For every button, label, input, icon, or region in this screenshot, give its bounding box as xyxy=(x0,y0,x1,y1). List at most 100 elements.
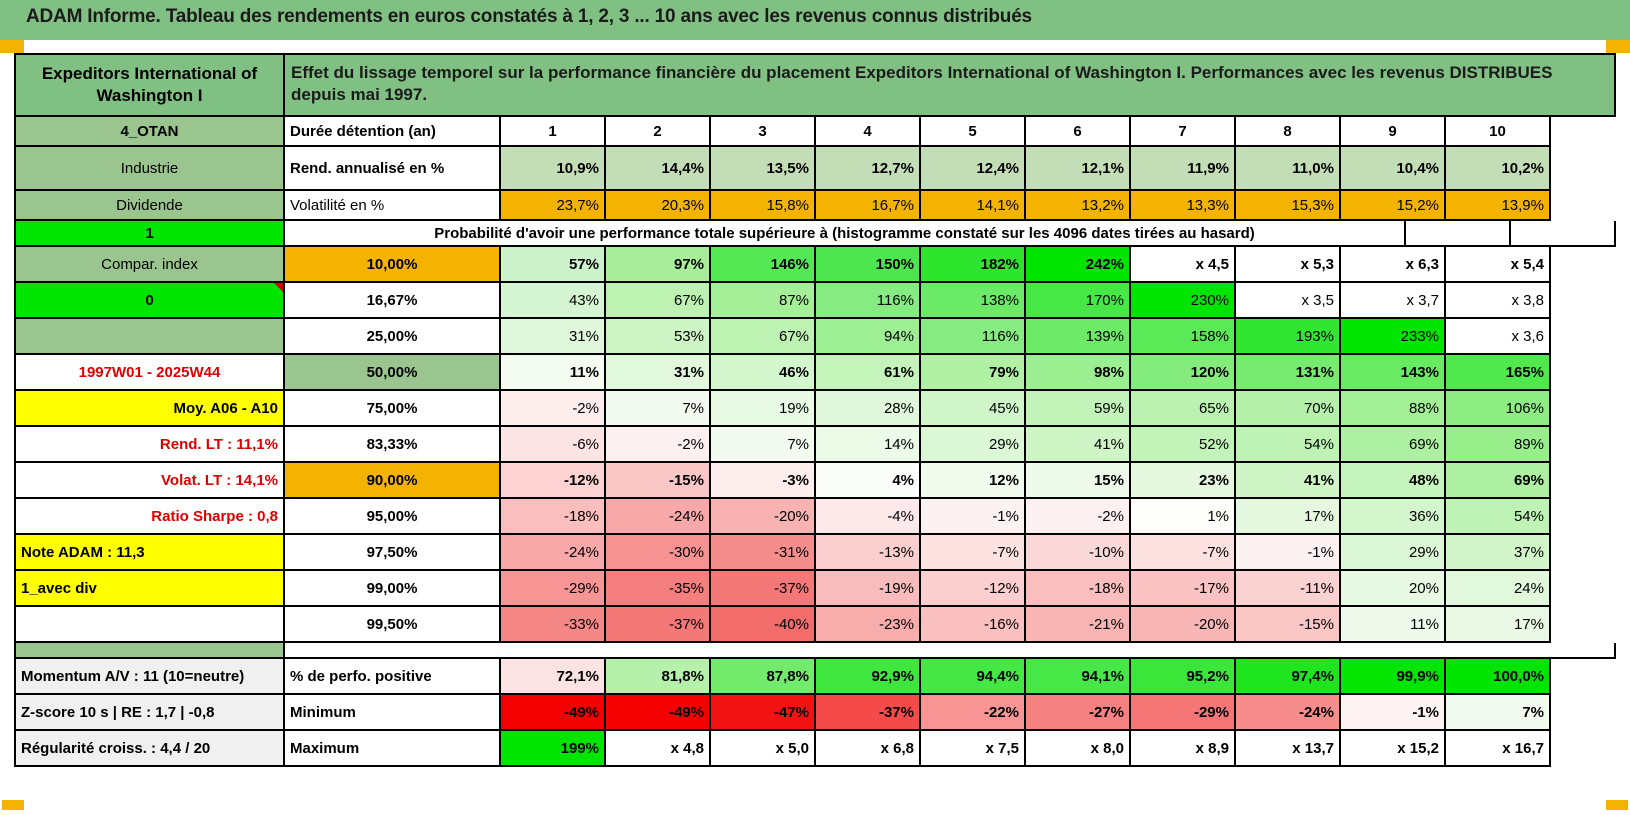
footer-item-2[interactable]: Régularité croiss. : 4,4 / 20 xyxy=(16,731,285,767)
proba-cell-y5: 79% xyxy=(921,355,1026,391)
proba-cell-y1: -12% xyxy=(501,463,606,499)
proba-cell-y9: 29% xyxy=(1341,535,1446,571)
spacer-white-cell xyxy=(285,643,1616,659)
summary-cell-y8: x 13,7 xyxy=(1236,731,1341,767)
proba-cell-y6: 15% xyxy=(1026,463,1131,499)
table-row: 1_avec div 99,00% -29% -35% -37% -19% -12% -18%… xyxy=(16,571,1616,607)
summary-cell-y8: 97,4% xyxy=(1236,659,1341,695)
summary-cell-y9: x 15,2 xyxy=(1341,731,1446,767)
proba-cell-y9: 88% xyxy=(1341,391,1446,427)
table-row: 99,50% -33% -37% -40% -23% -16% -21% -20% -15% 11… xyxy=(16,607,1616,643)
proba-cell-y1: -6% xyxy=(501,427,606,463)
summary-cell-y5: x 7,5 xyxy=(921,731,1026,767)
left-rail xyxy=(0,53,14,815)
right-edge-marker xyxy=(1606,40,1630,53)
proba-threshold: 16,67% xyxy=(285,283,501,319)
proba-cell-y3: -31% xyxy=(711,535,816,571)
header-year-7: 7 xyxy=(1131,117,1236,147)
row-duree-detention: 4_OTAN Durée détention (an) 1 2 3 4 5 6 … xyxy=(16,117,1616,147)
sidebar-item-9[interactable]: Rend. LT : 11,1% xyxy=(16,427,285,463)
proba-cell-y3: 19% xyxy=(711,391,816,427)
proba-cell-y2: -24% xyxy=(606,499,711,535)
proba-cell-y5: -7% xyxy=(921,535,1026,571)
sidebar-item-8[interactable]: Moy. A06 - A10 xyxy=(16,391,285,427)
sidebar-item-1[interactable]: Industrie xyxy=(16,147,285,191)
table-row: Moy. A06 - A10 75,00% -2% 7% 19% 28% 45% 59% 65%… xyxy=(16,391,1616,427)
proba-cell-y7: 65% xyxy=(1131,391,1236,427)
sidebar-item-3[interactable]: 1 xyxy=(16,221,285,247)
summary-row: Momentum A/V : 11 (10=neutre)% de perfo.… xyxy=(16,659,1616,695)
proba-cell-y4: -13% xyxy=(816,535,921,571)
bottom-tick-right xyxy=(1606,800,1628,810)
sidebar-item-11[interactable]: Ratio Sharpe : 0,8 xyxy=(16,499,285,535)
proba-cell-y1: 43% xyxy=(501,283,606,319)
proba-cell-y10: 165% xyxy=(1446,355,1551,391)
proba-threshold: 25,00% xyxy=(285,319,501,355)
table-row: Rend. LT : 11,1% 83,33% -6% -2% 7% 14% 29% 41% 5… xyxy=(16,427,1616,463)
footer-item-0[interactable]: Momentum A/V : 11 (10=neutre) xyxy=(16,659,285,695)
proba-cell-y7: 52% xyxy=(1131,427,1236,463)
sidebar-item-5[interactable]: 0 xyxy=(16,283,285,319)
sidebar-item-10[interactable]: Volat. LT : 14,1% xyxy=(16,463,285,499)
proba-threshold: 10,00% xyxy=(285,247,501,283)
banner-gap xyxy=(0,40,1630,53)
sidebar-item-4[interactable]: Compar. index xyxy=(16,247,285,283)
sidebar-item-6[interactable] xyxy=(16,319,285,355)
left-edge-marker xyxy=(0,40,24,53)
proba-cell-y6: 98% xyxy=(1026,355,1131,391)
sidebar-item-2[interactable]: Dividende xyxy=(16,191,285,221)
vol-y3: 15,8% xyxy=(711,191,816,221)
proba-cell-y10: 54% xyxy=(1446,499,1551,535)
proba-cell-y1: 57% xyxy=(501,247,606,283)
proba-cell-y8: -1% xyxy=(1236,535,1341,571)
proba-cell-y2: -35% xyxy=(606,571,711,607)
summary-cell-y3: -47% xyxy=(711,695,816,731)
vol-y6: 13,2% xyxy=(1026,191,1131,221)
sidebar-item-12[interactable]: Note ADAM : 11,3 xyxy=(16,535,285,571)
summary-cell-y3: 87,8% xyxy=(711,659,816,695)
summary-row-label: Maximum xyxy=(285,731,501,767)
row-rend-annualise: Industrie Rend. annualisé en % 10,9% 14,… xyxy=(16,147,1616,191)
summary-rows-body: Momentum A/V : 11 (10=neutre)% de perfo.… xyxy=(16,659,1616,767)
proba-cell-y3: 87% xyxy=(711,283,816,319)
proba-cell-y4: 14% xyxy=(816,427,921,463)
table-row: 0 16,67% 43% 67% 87% 116% 138% 170% 230% x 3,5 x 3… xyxy=(16,283,1616,319)
proba-cell-y2: -2% xyxy=(606,427,711,463)
proba-cell-y10: x 3,6 xyxy=(1446,319,1551,355)
proba-cell-y10: 69% xyxy=(1446,463,1551,499)
proba-cell-y8: 41% xyxy=(1236,463,1341,499)
summary-cell-y10: 7% xyxy=(1446,695,1551,731)
header-year-2: 2 xyxy=(606,117,711,147)
sidebar-item-7[interactable]: 1997W01 - 2025W44 xyxy=(16,355,285,391)
proba-cell-y4: 28% xyxy=(816,391,921,427)
summary-cell-y6: 94,1% xyxy=(1026,659,1131,695)
sidebar-item-13[interactable]: 1_avec div xyxy=(16,571,285,607)
proba-cell-y4: 4% xyxy=(816,463,921,499)
summary-row-label: % de perfo. positive xyxy=(285,659,501,695)
summary-cell-y2: 81,8% xyxy=(606,659,711,695)
header-year-8: 8 xyxy=(1236,117,1341,147)
proba-cell-y3: 146% xyxy=(711,247,816,283)
summary-cell-y7: x 8,9 xyxy=(1131,731,1236,767)
proba-threshold: 97,50% xyxy=(285,535,501,571)
summary-cell-y5: 94,4% xyxy=(921,659,1026,695)
proba-cell-y6: 59% xyxy=(1026,391,1131,427)
page-title: ADAM Informe. Tableau des rendements en … xyxy=(26,6,1032,27)
proba-cell-y6: -18% xyxy=(1026,571,1131,607)
footer-item-1[interactable]: Z-score 10 s | RE : 1,7 | -0,8 xyxy=(16,695,285,731)
sidebar-item-0[interactable]: 4_OTAN xyxy=(16,117,285,147)
proba-cell-y1: -33% xyxy=(501,607,606,643)
proba-cell-y4: 61% xyxy=(816,355,921,391)
proba-cell-y1: -24% xyxy=(501,535,606,571)
proba-cell-y8: x 5,3 xyxy=(1236,247,1341,283)
rend-y7: 11,9% xyxy=(1131,147,1236,191)
summary-cell-y6: x 8,0 xyxy=(1026,731,1131,767)
table-row: Compar. index 10,00% 57% 97% 146% 150% 182% 242… xyxy=(16,247,1616,283)
vol-y2: 20,3% xyxy=(606,191,711,221)
sidebar-item-14[interactable] xyxy=(16,607,285,643)
proba-cell-y8: -11% xyxy=(1236,571,1341,607)
vol-y4: 16,7% xyxy=(816,191,921,221)
proba-cell-y7: 23% xyxy=(1131,463,1236,499)
proba-cell-y1: -29% xyxy=(501,571,606,607)
proba-cell-y10: 24% xyxy=(1446,571,1551,607)
